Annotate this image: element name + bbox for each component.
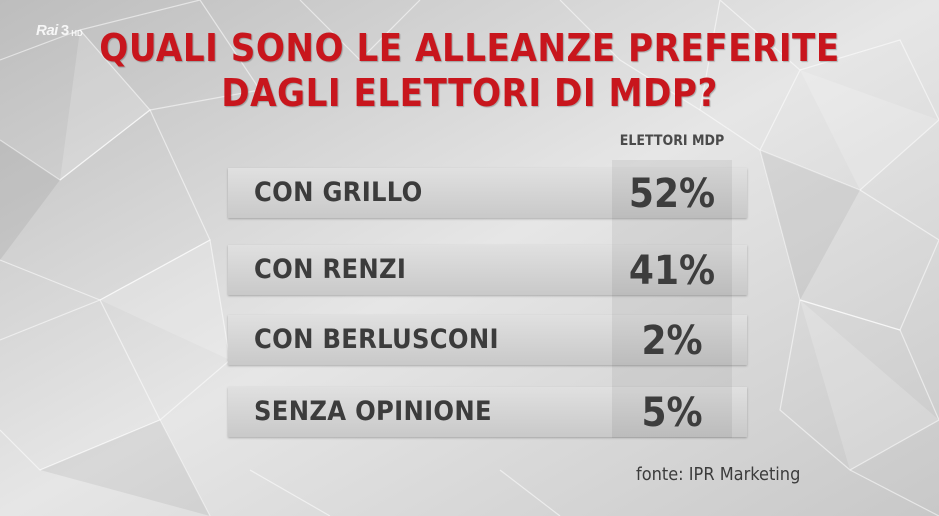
row-label: CON RENZI: [254, 254, 407, 285]
table-row: CON RENZI 41%: [228, 245, 747, 295]
value-cell: 5%: [612, 387, 732, 437]
row-value: 52%: [628, 171, 716, 217]
value-cell: 52%: [612, 168, 732, 218]
channel-number: 3: [60, 22, 70, 39]
table-row: CON BERLUSCONI 2%: [228, 315, 747, 365]
source-note: fonte: IPR Marketing: [636, 464, 801, 485]
logo-text: Rai: [36, 22, 58, 39]
table-row: SENZA OPINIONE 5%: [228, 387, 747, 437]
title-line-1: QUALI SONO LE ALLEANZE PREFERITE: [99, 26, 840, 70]
title-line-2: DAGLI ELETTORI DI MDP?: [221, 71, 718, 115]
value-cell: 2%: [612, 315, 732, 365]
column-header: ELETTORI MDP: [619, 133, 725, 149]
row-label: CON BERLUSCONI: [254, 324, 499, 355]
page-title: QUALI SONO LE ALLEANZE PREFERITE DAGLI E…: [0, 26, 939, 116]
row-value: 2%: [641, 318, 703, 364]
row-label: CON GRILLO: [254, 177, 423, 208]
broadcaster-logo: Rai 3 HD: [36, 22, 83, 39]
row-value: 5%: [641, 390, 703, 436]
hd-badge: HD: [71, 28, 83, 38]
row-value: 41%: [628, 248, 716, 294]
row-label: SENZA OPINIONE: [254, 396, 492, 427]
table-row: CON GRILLO 52%: [228, 168, 747, 218]
value-cell: 41%: [612, 245, 732, 295]
